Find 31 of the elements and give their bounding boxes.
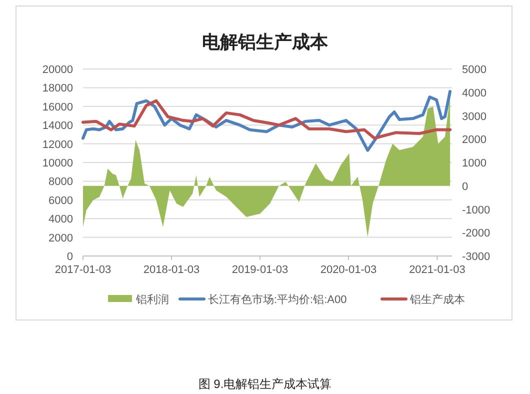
y-tick-label: 10000 [42, 158, 73, 170]
y-tick-label: 16000 [42, 101, 73, 114]
y2-tick-label: 1000 [462, 158, 486, 170]
caption: 图 9.电解铝生产成本试算 [198, 377, 332, 391]
y2-tick-label: 0 [462, 180, 468, 193]
y-tick-label: 8000 [48, 176, 73, 188]
y-tick-label: 12000 [42, 138, 73, 151]
y2-tick-label: 5000 [462, 64, 486, 76]
x-tick-label: 2017-01-03 [54, 264, 112, 276]
y-tick-label: 0 [66, 251, 73, 263]
legend-label: 长江有色市场:平均价:铝:A00 [208, 293, 347, 306]
y2-tick-label: -2000 [462, 228, 490, 240]
legend-label: 铝生产成本 [409, 293, 465, 306]
y-tick-label: 2000 [48, 232, 73, 244]
y2-tick-label: 3000 [462, 110, 486, 123]
y-tick-label: 6000 [48, 194, 73, 207]
x-tick-label: 2021-01-03 [409, 264, 466, 276]
x-tick-label: 2019-01-03 [232, 264, 288, 276]
legend-label: 铝利润 [135, 293, 169, 306]
y2-tick-label: -3000 [462, 251, 490, 263]
x-tick-label: 2018-01-03 [143, 264, 200, 276]
x-tick-label: 2020-01-03 [320, 264, 377, 276]
y-tick-label: 18000 [42, 82, 73, 95]
y2-tick-label: 4000 [462, 87, 486, 100]
y-tick-label: 20000 [42, 64, 73, 76]
line-series [82, 99, 452, 140]
y-tick-label: 14000 [42, 120, 73, 132]
y-tick-label: 4000 [48, 214, 73, 226]
chart-title: 电解铝生产成本 [202, 32, 329, 52]
y2-tick-label: -1000 [462, 204, 490, 216]
y2-tick-label: 2000 [462, 134, 486, 146]
